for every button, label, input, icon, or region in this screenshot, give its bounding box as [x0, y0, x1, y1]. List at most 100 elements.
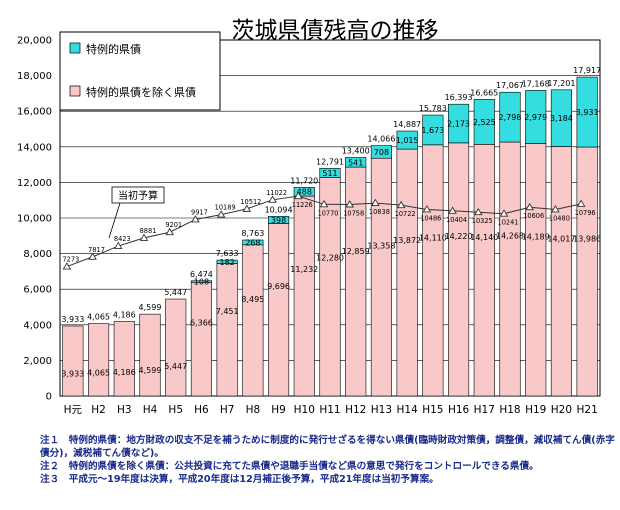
- initial-budget-label: 10512: [240, 198, 261, 206]
- bar-segment-other: [242, 244, 264, 397]
- bar-segment-special: [190, 280, 212, 283]
- data-label-other: 3,933: [61, 369, 84, 378]
- data-label-other: 13,986: [573, 235, 601, 244]
- bar-segment-other: [293, 195, 315, 397]
- bar-segment-other: [190, 282, 212, 397]
- data-label-other: 14,189: [522, 232, 550, 241]
- bar-segment-special: [293, 187, 315, 197]
- x-axis: H元 H2 H3 H4 H5 H6 H7 H8 H9 H10 H11 H12 H13 H14 H15 H16 H…: [64, 404, 598, 416]
- data-label-other: 5,447: [164, 362, 187, 371]
- notes: 注１ 特例的県債：地方財政の収支不足を補うために制度的に発行せざるを得ない県債(…: [40, 434, 616, 486]
- bar-segment-other: [422, 144, 444, 397]
- y-tick-label: 18,000: [17, 71, 52, 82]
- initial-budget-marker: [216, 210, 226, 218]
- initial-budget-marker: [448, 206, 457, 214]
- y-tick-label: 14,000: [17, 142, 52, 153]
- bar-segment-special: [370, 145, 392, 159]
- data-label-special: 488: [297, 188, 312, 197]
- initial-budget-marker: [525, 202, 534, 211]
- data-label-special: 182: [220, 258, 235, 267]
- bar-segment-other: [88, 323, 110, 397]
- data-label-total: 11,720: [290, 176, 318, 185]
- bar-segment-other: [268, 223, 290, 397]
- x-tick-label: H14: [397, 404, 419, 416]
- callout-arrow: [108, 202, 121, 239]
- initial-budget-label: 10189: [215, 204, 236, 212]
- initial-budget-label: 9201: [165, 221, 182, 229]
- initial-budget-label: 11022: [266, 189, 287, 197]
- y-tick-label: 12,000: [17, 178, 52, 189]
- bar-series: 3,9333,9334,0654,0654,1864,1864,5994,599…: [61, 66, 601, 397]
- data-label-special: 2,173: [447, 120, 470, 129]
- bar-segment-other: [396, 148, 418, 397]
- data-label-special: 3,184: [550, 114, 573, 123]
- initial-budget-label: 10606: [523, 212, 544, 220]
- data-label-total: 13,400: [342, 146, 370, 155]
- initial-budget-marker: [319, 199, 329, 208]
- bar-segment-special: [448, 103, 470, 144]
- legend-box: [59, 31, 221, 111]
- bar-segment-special: [473, 99, 495, 145]
- x-tick-label: H15: [422, 404, 443, 416]
- initial-budget-marker: [62, 262, 72, 270]
- bar-segment-other: [62, 325, 84, 397]
- data-label-other: 13,358: [367, 242, 395, 251]
- initial-budget-label: 9917: [191, 208, 208, 216]
- bar-segment-special: [499, 91, 521, 143]
- data-label-special: 1,673: [421, 126, 444, 135]
- data-label-other: 12,280: [316, 253, 344, 262]
- initial-budget-marker: [345, 200, 354, 208]
- initial-budget-marker: [294, 191, 303, 200]
- data-label-other: 14,268: [496, 232, 524, 241]
- legend: 特例的県債 特例的県債を除く県債: [59, 31, 221, 111]
- y-tick-label: 10,000: [17, 214, 52, 225]
- data-label-total: 16,665: [470, 88, 498, 97]
- data-label-other: 4,065: [87, 369, 110, 378]
- data-label-other: 14,017: [547, 234, 575, 243]
- data-label-total: 17,201: [547, 79, 575, 88]
- x-tick-label: H4: [143, 404, 158, 416]
- x-tick-label: H13: [371, 404, 392, 416]
- initial-budget-label: 10722: [395, 210, 416, 218]
- bar-segment-other: [165, 298, 187, 397]
- x-tick-label: H19: [525, 404, 546, 416]
- data-label-special: 108: [194, 278, 209, 287]
- initial-budget-line: 7273 7817 8423 8881 9201 9917 10189 10512 11022 1…: [62, 189, 596, 270]
- data-label-total: 8,763: [241, 229, 264, 238]
- x-tick-label: H11: [319, 404, 340, 416]
- bar-segment-special: [345, 157, 367, 168]
- data-label-special: 268: [245, 238, 260, 247]
- data-label-special: 708: [374, 148, 389, 157]
- data-label-special: 3,931: [576, 108, 599, 117]
- bar-segment-special: [319, 168, 341, 178]
- callout-label: 当初予算: [118, 189, 158, 202]
- y-tick-label: 2,000: [23, 356, 52, 367]
- initial-budget-marker: [165, 227, 174, 236]
- bar-segment-other: [345, 166, 367, 397]
- data-label-special: 2,979: [524, 113, 547, 122]
- x-tick-label: H10: [294, 404, 315, 416]
- bar-segment-other: [216, 263, 238, 397]
- data-label-total: 3,933: [61, 315, 84, 324]
- bar-segment-other: [448, 142, 470, 397]
- x-tick-label: H12: [345, 404, 366, 416]
- initial-budget-marker: [242, 204, 252, 212]
- y-axis: 0 2,000 4,000 6,000 8,000 10,000 12,000 14,000 1…: [17, 36, 52, 403]
- data-label-other: 14,220: [445, 232, 473, 241]
- x-tick-label: H9: [271, 404, 286, 416]
- data-label-total: 5,447: [164, 288, 187, 297]
- data-label-special: 398: [271, 216, 286, 225]
- initial-budget-label: 11226: [292, 201, 313, 209]
- data-label-total: 17,917: [573, 66, 601, 75]
- data-label-other: 12,859: [342, 247, 370, 256]
- initial-budget-label: 7273: [62, 256, 79, 264]
- bar-segment-special: [525, 90, 547, 144]
- data-label-other: 14,110: [419, 233, 447, 242]
- data-label-total: 10,094: [265, 205, 293, 214]
- initial-budget-marker: [114, 241, 123, 250]
- chart-title: 茨城県債残高の推移: [232, 18, 439, 44]
- y-tick-label: 16,000: [17, 107, 52, 118]
- bar-segment-other: [499, 141, 521, 397]
- x-tick-label: H8: [246, 404, 261, 416]
- data-label-total: 4,065: [87, 313, 110, 322]
